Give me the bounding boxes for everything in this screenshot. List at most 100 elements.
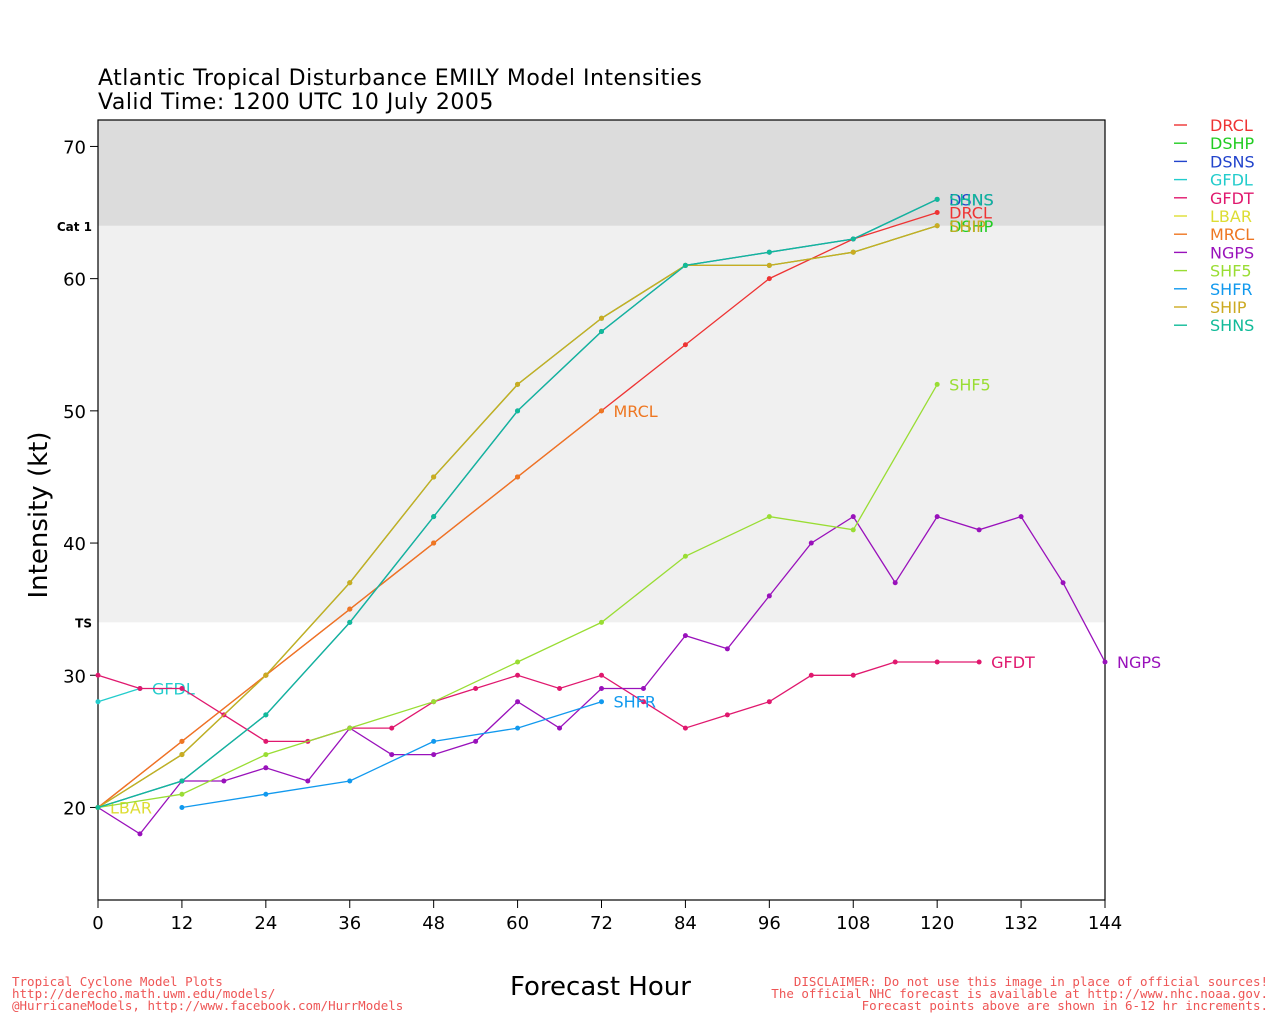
data-point (682, 633, 688, 639)
x-axis-label: Forecast Hour (510, 972, 691, 1002)
data-point (95, 699, 101, 705)
data-point (599, 619, 604, 625)
footer-credits-line: Tropical Cyclone Model Plots (12, 974, 223, 989)
series-end-label: SHFR (614, 693, 657, 712)
data-point (808, 672, 814, 678)
data-point (263, 672, 269, 678)
data-point (137, 831, 143, 837)
data-point (808, 540, 814, 546)
legend-entry: DSNS (1210, 152, 1255, 171)
data-point (515, 408, 521, 414)
data-point (347, 606, 353, 612)
data-point (724, 712, 730, 718)
chart-title: Atlantic Tropical Disturbance EMILY Mode… (98, 66, 703, 91)
data-point (515, 672, 521, 678)
data-point (599, 685, 604, 691)
data-point (850, 249, 856, 255)
data-point (263, 738, 269, 744)
series-end-label: DSNS (949, 190, 994, 209)
data-point (766, 593, 772, 599)
data-point (179, 685, 185, 691)
data-point (850, 514, 856, 520)
x-tick-label: 132 (1004, 913, 1038, 934)
data-point (892, 580, 898, 586)
legend-entry: GFDT (1210, 189, 1254, 208)
data-point (682, 553, 688, 559)
data-point (934, 381, 940, 387)
data-point (640, 685, 646, 691)
data-point (599, 408, 604, 414)
series-end-label: SHF5 (949, 375, 991, 394)
series-line (97, 687, 141, 703)
y-axis-label: Intensity (kt) (24, 431, 54, 599)
data-point (179, 752, 185, 758)
data-point (179, 738, 185, 744)
series-line (97, 661, 980, 743)
data-point (431, 738, 437, 744)
data-point (263, 752, 269, 758)
data-point (892, 659, 898, 665)
x-tick-label: 12 (170, 913, 193, 934)
y-tick-label: 20 (63, 798, 86, 819)
data-point (515, 381, 521, 387)
data-point (347, 778, 353, 784)
intensity-band (98, 120, 1105, 226)
data-point (934, 223, 940, 229)
data-point (305, 778, 311, 784)
data-point (431, 752, 437, 758)
data-point (515, 725, 521, 731)
y-tick-label: 70 (63, 137, 86, 158)
data-point (431, 474, 437, 480)
data-point (766, 699, 772, 705)
series-end-label: SHNS (949, 190, 993, 209)
y-tick-label: 60 (63, 270, 86, 291)
data-point (934, 196, 940, 202)
data-point (766, 249, 772, 255)
legend-entry: SHIP (1210, 298, 1247, 317)
data-point (263, 712, 269, 718)
x-tick-label: 24 (254, 913, 277, 934)
data-point (766, 276, 772, 282)
data-point (599, 315, 604, 321)
footer-credits: Tropical Cyclone Model Plots http://dere… (12, 974, 404, 1013)
data-point (1018, 514, 1024, 520)
data-point (976, 527, 982, 533)
series-end-label: NGPS (1117, 653, 1161, 672)
y-tick-label: 50 (63, 402, 86, 423)
series-end-label: LBAR (110, 798, 152, 817)
footer-credits-line[interactable]: @HurricaneModels, http://www.facebook.co… (12, 998, 404, 1013)
data-point (976, 659, 982, 665)
data-point (934, 659, 940, 665)
data-point (557, 685, 563, 691)
data-point (137, 685, 143, 691)
data-point (766, 514, 772, 520)
threshold-label: Cat 1 (57, 220, 92, 234)
footer-disclaimer-line: DISCLAIMER: Do not use this image in pla… (793, 974, 1268, 989)
legend-entry: NGPS (1210, 243, 1254, 262)
data-point (179, 778, 185, 784)
data-point (347, 725, 353, 731)
data-point (724, 646, 730, 652)
legend-entry: LBAR (1210, 207, 1252, 226)
x-tick-label: 108 (836, 913, 870, 934)
footer-credits-line[interactable]: http://derecho.math.uwm.edu/models/ (12, 986, 276, 1001)
data-point (850, 236, 856, 242)
data-point (934, 210, 940, 216)
data-point (682, 262, 688, 268)
series-end-label: MRCL (614, 402, 658, 421)
data-point (221, 778, 227, 784)
data-point (263, 791, 269, 797)
x-tick-label: 72 (590, 913, 613, 934)
data-point (95, 672, 101, 678)
x-tick-label: 96 (758, 913, 781, 934)
series-end-label: SHIP (949, 217, 986, 236)
series-end-label: DRCL (949, 204, 992, 223)
x-tick-label: 144 (1088, 913, 1122, 934)
legend-entry: SHNS (1210, 316, 1254, 335)
legend-entry: DRCL (1210, 116, 1253, 135)
data-point (766, 262, 772, 268)
data-point (850, 672, 856, 678)
data-point (599, 699, 604, 705)
data-point (431, 540, 437, 546)
data-point (850, 527, 856, 533)
